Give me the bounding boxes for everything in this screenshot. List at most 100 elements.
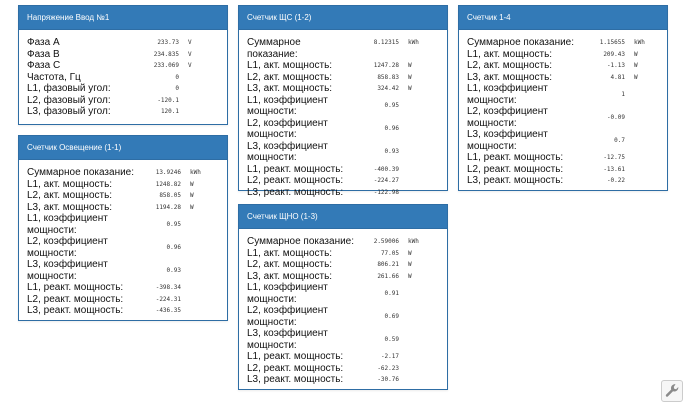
row-l2-pf: L2, коэффициент мощности: -0.09 — [459, 106, 667, 129]
row-l3-active: L3, акт. мощность: 1194.28 W — [19, 202, 227, 214]
row-l1-active: L1, акт. мощность: 209.43 W — [459, 49, 667, 61]
row-label: L1, реакт. мощность: — [247, 163, 344, 175]
row-frequency: Частота, Гц 0 — [19, 72, 227, 84]
row-phase-a: Фаза А 233.73 V — [19, 37, 227, 49]
row-label: L1, акт. мощность: — [247, 247, 333, 259]
row-l2-reactive: L2, реакт. мощность: -62.23 — [239, 363, 447, 375]
row-value: 209.43 — [603, 50, 625, 58]
row-l2-reactive: L2, реакт. мощность: -224.31 — [19, 294, 227, 306]
row-value: 858.05 — [159, 192, 181, 199]
row-value: 4.81 — [610, 73, 625, 81]
row-label: L1, коэффициент мощности: — [467, 83, 548, 106]
row-label: L3, коэффициент мощности: — [247, 328, 328, 351]
row-unit: W — [634, 73, 638, 81]
row-value: 0.91 — [384, 289, 399, 297]
row-label: L2, коэффициент мощности: — [27, 236, 108, 259]
row-l2-pf: L2, коэффициент мощности: 0.96 — [239, 118, 447, 141]
meter-rows: Суммарное показание: 1.15655 kWh L1, акт. м… — [459, 30, 667, 187]
row-value: -224.31 — [155, 295, 181, 303]
row-label: L1, акт. мощность: — [27, 178, 113, 190]
row-value: -122.98 — [373, 188, 399, 196]
row-l3-reactive: L3, реакт. мощность: -122.98 — [239, 187, 447, 199]
row-unit: W — [408, 272, 412, 280]
panel-title: Напряжение Ввод №1 — [19, 6, 227, 30]
row-label: L3, коэффициент мощности: — [27, 259, 108, 282]
panel-meter-shchno: Счетчик ЩНО (1-3) Суммарное показание: 2.… — [238, 204, 448, 390]
row-label: L1, реакт. мощность: — [247, 351, 344, 362]
panel-meter-shchs: Счетчик ЩС (1-2) Суммарное показание: 8.1… — [238, 5, 448, 198]
row-unit: W — [190, 180, 194, 188]
row-l3-active: L3, акт. мощность: 4.81 W — [459, 72, 667, 84]
row-label: Суммарное показание: — [27, 167, 135, 178]
row-total: Суммарное показание: 13.9246 kWh — [19, 167, 227, 179]
row-label: Фаза С — [27, 60, 61, 71]
row-label: L1, реакт. мощность: — [467, 152, 564, 163]
row-value: 0.95 — [166, 220, 181, 228]
row-unit: W — [408, 85, 412, 92]
row-l1-active: L1, акт. мощность: 1248.82 W — [19, 179, 227, 191]
row-unit: W — [634, 50, 638, 58]
panel-title: Счетчик ЩС (1-2) — [239, 6, 447, 30]
panel-title: Счетчик 1-4 — [459, 6, 667, 30]
row-label: L2, акт. мощность: — [467, 60, 553, 71]
row-value: 0.7 — [614, 136, 625, 144]
row-value: 233.069 — [153, 62, 179, 69]
row-l2-active: L2, акт. мощность: 806.21 W — [239, 259, 447, 271]
row-label: L3, фазовый угол: — [27, 106, 111, 117]
row-value: 0.69 — [384, 312, 399, 320]
row-value: 0 — [175, 85, 179, 92]
row-unit: W — [408, 73, 412, 81]
row-label: L3, реакт. мощность: — [247, 186, 344, 198]
row-unit: W — [634, 62, 638, 69]
row-unit: W — [190, 192, 194, 199]
row-phase-b: Фаза В 234.835 V — [19, 49, 227, 61]
row-label: L1, акт. мощность: — [247, 60, 333, 71]
row-value: 1 — [621, 90, 625, 98]
row-value: 120.1 — [160, 108, 179, 115]
row-label: L2, реакт. мощность: — [247, 362, 344, 374]
row-l1-pf: L1, коэффициент мощности: 0.95 — [239, 95, 447, 118]
row-unit: kWh — [190, 169, 201, 176]
row-label: L3, коэффициент мощности: — [467, 129, 548, 152]
row-label: Суммарное показание: — [247, 37, 301, 60]
row-l3-reactive: L3, реакт. мощность: -0.22 — [459, 175, 667, 187]
row-value: 1194.28 — [155, 203, 181, 211]
row-l1-reactive: L1, реакт. мощность: -12.75 — [459, 152, 667, 164]
row-label: L3, коэффициент мощности: — [247, 140, 328, 164]
row-l1-angle: L1, фазовый угол: 0 — [19, 83, 227, 95]
row-l1-active: L1, акт. мощность: 77.05 W — [239, 248, 447, 260]
row-l1-pf: L1, коэффициент мощности: 0.95 — [19, 213, 227, 236]
row-value: 2.59006 — [373, 238, 399, 245]
meter-rows: Суммарное показание: 8.12315 kWh L1, акт. м… — [239, 30, 447, 198]
row-label: L2, коэффициент мощности: — [247, 117, 328, 141]
row-unit: W — [190, 203, 194, 211]
row-l1-reactive: L1, реакт. мощность: -398.34 — [19, 282, 227, 294]
row-value: -30.76 — [377, 376, 399, 383]
row-label: L1, реакт. мощность: — [27, 282, 124, 293]
panel-title: Счетчик Освещение (1-1) — [19, 136, 227, 160]
row-value: -120.1 — [157, 96, 179, 104]
row-label: L2, реакт. мощность: — [247, 175, 344, 186]
row-unit: V — [188, 62, 192, 69]
row-unit: W — [408, 249, 412, 257]
row-label: L2, реакт. мощность: — [27, 293, 124, 305]
row-value: -398.34 — [155, 284, 181, 291]
row-value: 1.15655 — [599, 39, 625, 46]
row-l2-active: L2, акт. мощность: 858.05 W — [19, 190, 227, 202]
row-label: L3, акт. мощность: — [247, 83, 333, 94]
meter-rows: Суммарное показание: 2.59006 kWh L1, акт. м… — [239, 229, 447, 386]
row-total: Суммарное показание: 1.15655 kWh — [459, 37, 667, 49]
panel-title: Счетчик ЩНО (1-3) — [239, 205, 447, 229]
row-label: L1, коэффициент мощности: — [27, 213, 108, 236]
row-l1-pf: L1, коэффициент мощности: 1 — [459, 83, 667, 106]
row-l3-pf: L3, коэффициент мощности: 0.93 — [239, 141, 447, 164]
row-l3-active: L3, акт. мощность: 261.66 W — [239, 271, 447, 283]
row-l2-active: L2, акт. мощность: -1.13 W — [459, 60, 667, 72]
row-unit: W — [408, 261, 412, 268]
row-label: Суммарное показание: — [247, 236, 355, 247]
settings-button[interactable] — [661, 380, 683, 402]
row-label: Частота, Гц — [27, 71, 81, 83]
row-value: -0.09 — [606, 113, 625, 121]
row-phase-c: Фаза С 233.069 V — [19, 60, 227, 72]
row-value: 77.05 — [380, 249, 399, 257]
